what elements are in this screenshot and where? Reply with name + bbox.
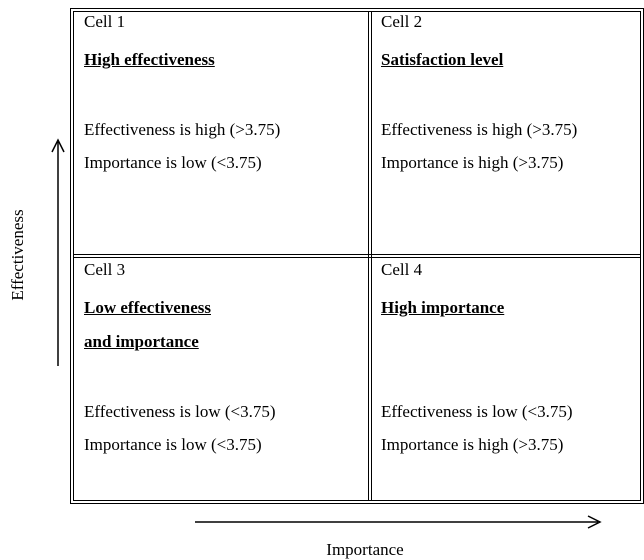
cell-text: Effectiveness is low (<3.75) bbox=[381, 402, 573, 421]
cell-text: Importance is high (>3.75) bbox=[381, 435, 564, 454]
cell-title: High effectiveness bbox=[84, 50, 215, 69]
cell-text: Importance is high (>3.75) bbox=[381, 153, 564, 172]
y-arrow-head bbox=[51, 138, 65, 153]
x-axis-label: Importance bbox=[326, 540, 404, 559]
cell-title: Satisfaction level bbox=[381, 50, 504, 69]
cell-title: and importance bbox=[84, 332, 199, 351]
cell-title: Low effectiveness bbox=[84, 298, 211, 317]
cell-label: Cell 3 bbox=[84, 260, 126, 279]
cell-text: Effectiveness is low (<3.75) bbox=[84, 402, 276, 421]
cell-label: Cell 1 bbox=[84, 12, 126, 31]
inner-border bbox=[73, 11, 641, 501]
cell-text: Importance is low (<3.75) bbox=[84, 153, 262, 172]
cell-text: Importance is low (<3.75) bbox=[84, 435, 262, 454]
outer-border bbox=[70, 8, 644, 504]
x-arrow-head bbox=[587, 515, 602, 529]
cell-text: Effectiveness is high (>3.75) bbox=[381, 120, 578, 139]
cell-text: Effectiveness is high (>3.75) bbox=[84, 120, 281, 139]
cell-label: Cell 2 bbox=[381, 12, 423, 31]
cell-label: Cell 4 bbox=[381, 260, 423, 279]
y-axis-label: Effectiveness bbox=[8, 209, 27, 301]
cell-title: High importance bbox=[381, 298, 505, 317]
